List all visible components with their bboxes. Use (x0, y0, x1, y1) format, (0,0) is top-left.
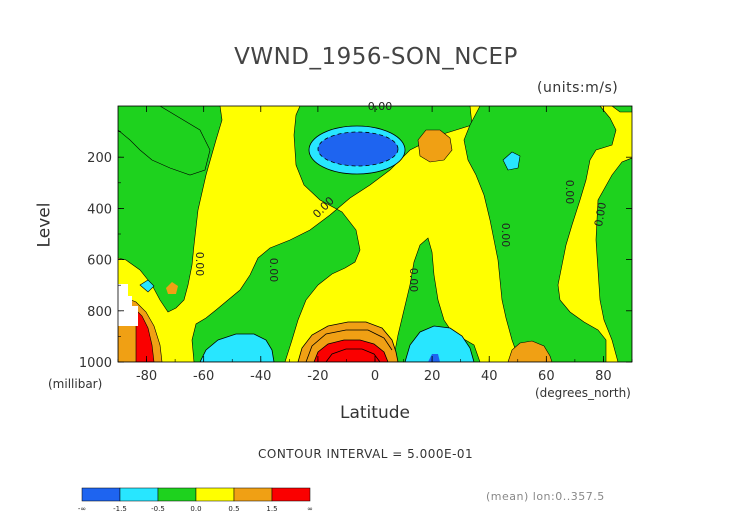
colorbar-tick-label: 0.5 (228, 505, 239, 513)
x-tick-label: 20 (424, 369, 441, 384)
contour-label: 0.00 (592, 201, 609, 227)
fill-green-sh-pole-band (118, 106, 211, 176)
fill-orange-small (166, 282, 178, 294)
fill-red-surface (313, 339, 389, 362)
colorbar-tick-label: 0.0 (190, 505, 201, 513)
chart-title: VWND_1956-SON_NCEP (234, 44, 518, 70)
contour-fill (118, 106, 632, 362)
contour-label: 0.00 (499, 223, 512, 248)
colorbar-tick-label: 1.5 (266, 505, 277, 513)
colorbar-tick-label: ∞ (307, 505, 313, 513)
contour-label: 0.00 (193, 252, 206, 277)
contour-interval-text: CONTOUR INTERVAL = 5.000E-01 (258, 447, 474, 461)
x-tick-label: 60 (538, 369, 555, 384)
x-axis-label: Latitude (340, 403, 410, 423)
fill-cyan-small-sh (139, 279, 155, 293)
x-tick-label: -60 (193, 369, 214, 384)
fill-green-center-column (392, 237, 481, 362)
colorbar-tick-label: -∞ (78, 505, 86, 513)
fill-green-nh-east (595, 157, 632, 362)
x-tick-label: 40 (481, 369, 498, 384)
x-axis-unit-label: (degrees_north) (535, 386, 631, 400)
colorbar-swatch (157, 487, 197, 502)
colorbar-swatch (81, 487, 121, 502)
x-tick-label: 80 (595, 369, 612, 384)
fill-blue-nh-surface (428, 354, 440, 362)
y-tick-label: 400 (87, 202, 112, 217)
missing-data-mask (118, 284, 138, 326)
y-tick-label: 600 (87, 254, 112, 269)
fill-cyan-sh-surface (199, 333, 275, 362)
fill-cyan-nh-surface (404, 325, 475, 362)
units-label: (units:m/s) (537, 80, 619, 96)
y-tick-label: 800 (87, 305, 112, 320)
fill-green-central (191, 106, 473, 362)
x-tick-label: 0 (371, 369, 379, 384)
colorbar-swatch (119, 487, 159, 502)
contour-label: 0.00 (563, 180, 576, 205)
x-tick-label: -40 (250, 369, 271, 384)
fill-blue-upper-core (317, 131, 399, 167)
x-tick-label: -20 (307, 369, 328, 384)
contour-label: 0.00 (368, 100, 393, 113)
colorbar-tick-label: -0.5 (151, 505, 165, 513)
fill-green-nh-top-right (611, 106, 632, 113)
x-tick-label: -80 (136, 369, 157, 384)
colorbar-swatch (233, 487, 273, 502)
contour-label: 0.00 (267, 258, 280, 283)
axes: -80 -60 -40 -20 0 20 40 60 80 200 400 600 800 1000 (79, 106, 633, 384)
fill-cyan-small-nh (502, 151, 521, 171)
mean-footnote: (mean) lon:0..357.5 (486, 490, 605, 503)
y-axis-unit-label: (millibar) (48, 377, 103, 391)
colorbar-swatch (195, 487, 235, 502)
fill-orange-nh-surface (507, 340, 553, 362)
colorbar: -∞ -1.5 -0.5 0.0 0.5 1.5 ∞ (78, 487, 313, 513)
fill-orange-upper (417, 129, 453, 163)
contour-line-red-inner (325, 348, 381, 362)
contour-line-orange-inner (305, 329, 393, 362)
y-tick-label: 1000 (79, 356, 112, 371)
contour-label: 0.00 (407, 268, 420, 293)
fill-red-sh-pole (135, 309, 155, 362)
fill-green-nh (463, 106, 617, 362)
colorbar-swatch (271, 487, 311, 502)
colorbar-tick-label: -1.5 (113, 505, 127, 513)
y-tick-label: 200 (87, 151, 112, 166)
